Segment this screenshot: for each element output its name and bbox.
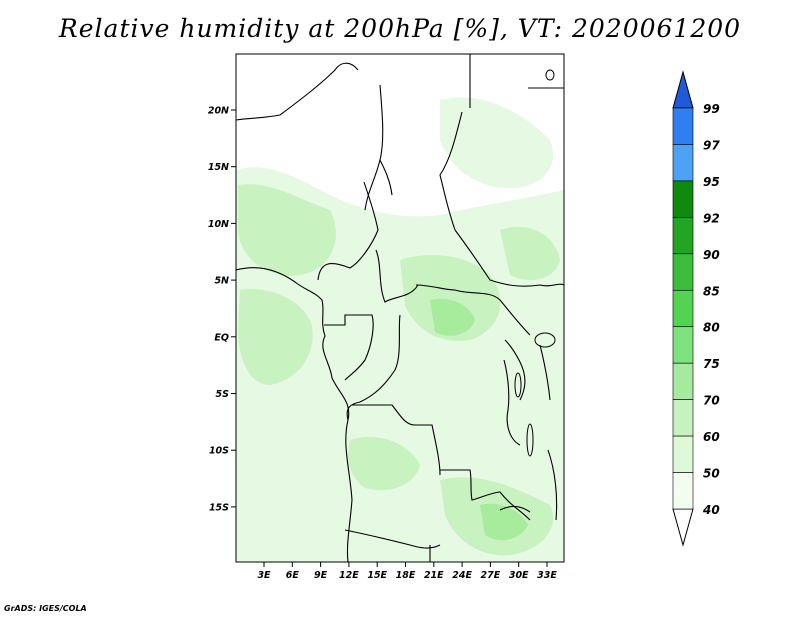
lat-tick-label: EQ <box>214 332 229 343</box>
lon-tick-label: 18E <box>396 570 416 581</box>
lakes <box>514 69 556 457</box>
colorbar-label: 90 <box>703 248 720 262</box>
colorbar-swatch <box>672 217 694 255</box>
lon-tick-label: 24E <box>452 570 472 581</box>
lon-tick-label: 33E <box>537 570 557 581</box>
lon-tick-label: 12E <box>339 570 359 581</box>
colorbar-label: 85 <box>703 284 720 298</box>
lat-tick-label: 10S <box>209 446 229 457</box>
map-title: Relative humidity at 200hPa [%], VT: 202… <box>58 14 742 43</box>
lon-tick-label: 9E <box>314 570 328 581</box>
lon-tick-label: 15E <box>367 570 387 581</box>
map-frame <box>235 53 565 563</box>
colorbar-swatch <box>672 180 694 218</box>
colorbar-overflow-bottom <box>672 508 694 547</box>
colorbar-swatch <box>672 472 694 510</box>
lat-tick-label: 5N <box>214 276 229 287</box>
longitude-axis: 3E 6E 9E 12E 15E 18E 21E 24E 27E 30E 33E <box>257 562 557 581</box>
lat-tick-label: 20N <box>208 106 229 117</box>
lat-tick-label: 5S <box>216 389 230 400</box>
colorbar-swatch <box>672 144 694 182</box>
colorbar-label: 50 <box>703 467 720 481</box>
colorbar-overflow-top <box>672 70 694 109</box>
colorbar-label: 97 <box>703 138 720 152</box>
colorbar-label: 80 <box>703 321 720 335</box>
colorbar-swatch <box>672 399 694 437</box>
colorbar: 99 97 95 92 90 85 80 75 70 60 50 40 <box>672 70 720 547</box>
lon-tick-label: 27E <box>481 570 501 581</box>
colorbar-swatch <box>672 289 694 328</box>
colorbar-swatch <box>672 107 694 145</box>
colorbar-label: 99 <box>703 102 720 116</box>
colorbar-label: 95 <box>703 175 720 189</box>
colorbar-swatch <box>672 253 694 291</box>
lon-tick-label: 3E <box>257 570 271 581</box>
lat-tick-label: 15S <box>209 502 229 513</box>
colorbar-swatch <box>672 435 694 473</box>
colorbar-label: 70 <box>703 394 720 408</box>
colorbar-label: 92 <box>703 211 720 225</box>
colorbar-label: 60 <box>703 430 720 444</box>
lat-tick-label: 10N <box>208 219 229 230</box>
colorbar-label: 75 <box>703 357 720 371</box>
lon-tick-label: 30E <box>509 570 529 581</box>
colorbar-label: 40 <box>702 503 720 517</box>
lon-tick-label: 6E <box>286 570 300 581</box>
lon-tick-label: 21E <box>424 570 444 581</box>
lat-tick-label: 15N <box>208 162 229 173</box>
colorbar-swatch <box>672 362 694 400</box>
footer-credit: GrADS: IGES/COLA <box>4 604 87 613</box>
latitude-axis: 20N 15N 10N 5N EQ 5S 10S 15S <box>208 106 236 513</box>
humidity-field <box>236 97 564 562</box>
colorbar-swatch <box>672 326 694 364</box>
country-borders <box>236 54 564 562</box>
